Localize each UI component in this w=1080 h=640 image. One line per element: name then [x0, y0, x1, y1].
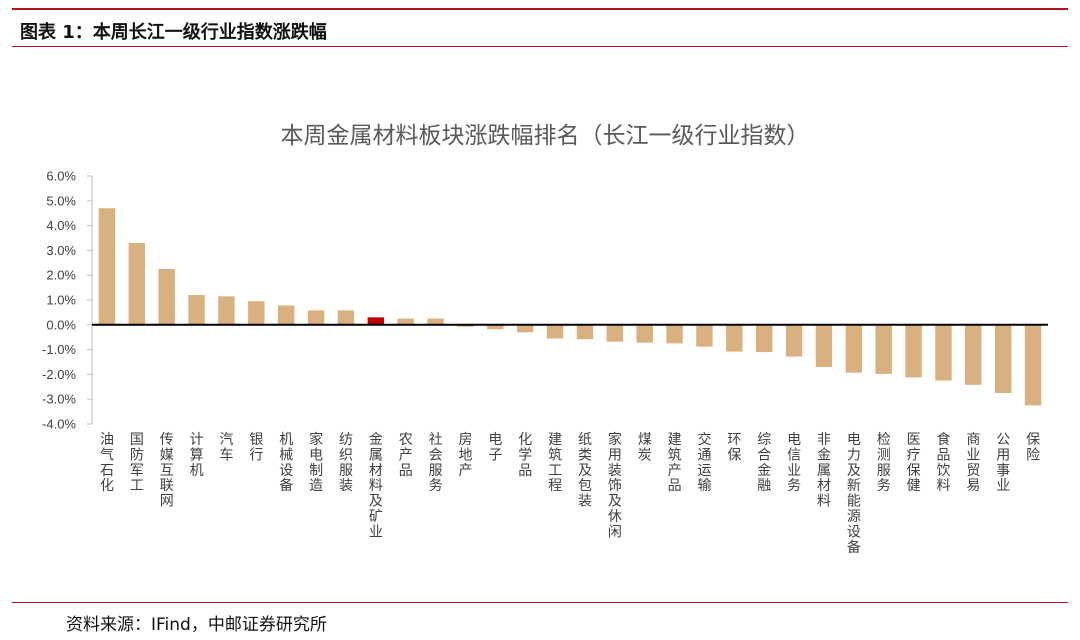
bar-国防军工	[128, 242, 146, 325]
x-tick-label: 纺织服装	[339, 432, 353, 494]
bar-环保	[726, 324, 743, 352]
x-tick-label: 汽车	[219, 432, 233, 463]
x-tick-label: 环保	[727, 432, 741, 463]
source-note: 资料来源：IFind，中邮证券研究所	[66, 615, 327, 635]
x-tick-label: 机械设备	[279, 432, 293, 494]
x-tick-label: 化学品	[518, 432, 532, 479]
bottom-rule	[12, 602, 1068, 603]
bar-金属材料及矿业	[367, 317, 385, 325]
y-tick-label: 3.0%	[46, 243, 76, 258]
x-tick-label: 食品饮料	[936, 431, 950, 494]
x-tick-label: 计算机	[190, 432, 204, 479]
y-tick-label: 2.0%	[46, 268, 76, 283]
y-tick-label: -4.0%	[42, 417, 76, 432]
bar-银行	[248, 301, 265, 325]
y-tick-label: -3.0%	[42, 392, 76, 407]
x-tick-label: 纸类及包装	[578, 432, 592, 510]
x-tick-label: 家用装饰及休闲	[608, 431, 622, 540]
x-tick-label: 保险	[1026, 432, 1040, 463]
x-tick-label: 油气石化	[100, 432, 114, 494]
x-tick-label: 国防军工	[130, 432, 144, 494]
bar-检测服务	[875, 324, 892, 374]
bar-电子	[487, 324, 504, 330]
x-tick-label: 传媒互联网	[160, 432, 174, 510]
bar-食品饮料	[935, 324, 952, 381]
x-tick-label: 社会服务	[429, 432, 443, 494]
x-tick-label: 公用事业	[996, 432, 1010, 494]
y-tick-label: -2.0%	[42, 367, 76, 382]
x-tick-label: 医疗保健	[907, 432, 921, 494]
bar-保险	[1024, 324, 1042, 406]
figure-header: 图表 1：本周长江一级行业指数涨跌幅	[20, 22, 327, 43]
x-tick-label: 农产品	[399, 432, 413, 479]
bar-商业贸易	[965, 324, 982, 385]
bar-电力及新能源设备	[845, 324, 863, 373]
x-tick-label: 煤炭	[638, 432, 652, 463]
bar-chart: 本周金属材料板块涨跌幅排名（长江一级行业指数） 6.0% 5.0% 4.0% 3.0%…	[42, 123, 1048, 556]
chart-title: 本周金属材料板块涨跌幅排名（长江一级行业指数）	[281, 123, 810, 149]
bar-非金属材料	[815, 324, 833, 367]
header-rule	[12, 46, 1068, 47]
y-tick-label: 6.0%	[46, 169, 76, 184]
y-tick-label: 1.0%	[46, 293, 76, 308]
bar-煤炭	[636, 324, 653, 343]
bar-化学品	[516, 324, 534, 333]
x-tick-label: 非金属材料	[817, 432, 831, 510]
bar-纺织服装	[337, 310, 355, 325]
bar-机械设备	[277, 305, 295, 325]
y-tick-label: 0.0%	[46, 317, 76, 332]
x-tick-label: 交通运输	[697, 431, 711, 494]
bar-家电制造	[307, 310, 325, 325]
bar-公用事业	[994, 324, 1012, 393]
x-tick-label: 房地产	[458, 432, 472, 479]
x-tick-label: 电信业务	[787, 432, 801, 494]
bar-综合金融	[755, 324, 773, 353]
bar-纸类及包装	[576, 324, 594, 340]
bar-电信业务	[785, 324, 803, 357]
bar-建筑工程	[546, 324, 564, 339]
x-tick-label: 银行	[249, 432, 263, 463]
bar-油气石化	[98, 208, 116, 325]
x-tick-label: 建筑产品	[668, 432, 682, 494]
y-axis: 6.0% 5.0% 4.0% 3.0% 2.0% 1.0% 0.0% -1.0% -2.0% -3…	[42, 169, 93, 432]
bar-交通运输	[696, 324, 713, 347]
bar-传媒互联网	[158, 269, 175, 325]
y-tick-label: -1.0%	[42, 342, 76, 357]
bar-汽车	[218, 296, 235, 325]
bar-建筑产品	[666, 324, 683, 344]
x-tick-label: 电子	[488, 432, 502, 463]
bar-计算机	[188, 295, 205, 325]
y-tick-label: 5.0%	[46, 193, 76, 208]
bar-医疗保健	[905, 324, 922, 378]
bars	[98, 208, 1042, 406]
x-tick-label: 家电制造	[309, 431, 323, 494]
x-tick-label: 金属材料及矿业	[369, 432, 383, 540]
x-tick-label: 电力及新能源设备	[847, 432, 861, 556]
y-tick-label: 4.0%	[46, 218, 76, 233]
x-tick-label: 商业贸易	[966, 432, 980, 494]
bar-社会服务	[427, 318, 444, 325]
x-tick-label: 建筑工程	[548, 432, 562, 494]
x-tick-label: 检测服务	[877, 432, 891, 494]
bar-农产品	[397, 318, 414, 325]
x-tick-label: 综合金融	[757, 432, 771, 494]
bar-家用装饰及休闲	[606, 324, 624, 342]
top-rule	[12, 8, 1068, 10]
